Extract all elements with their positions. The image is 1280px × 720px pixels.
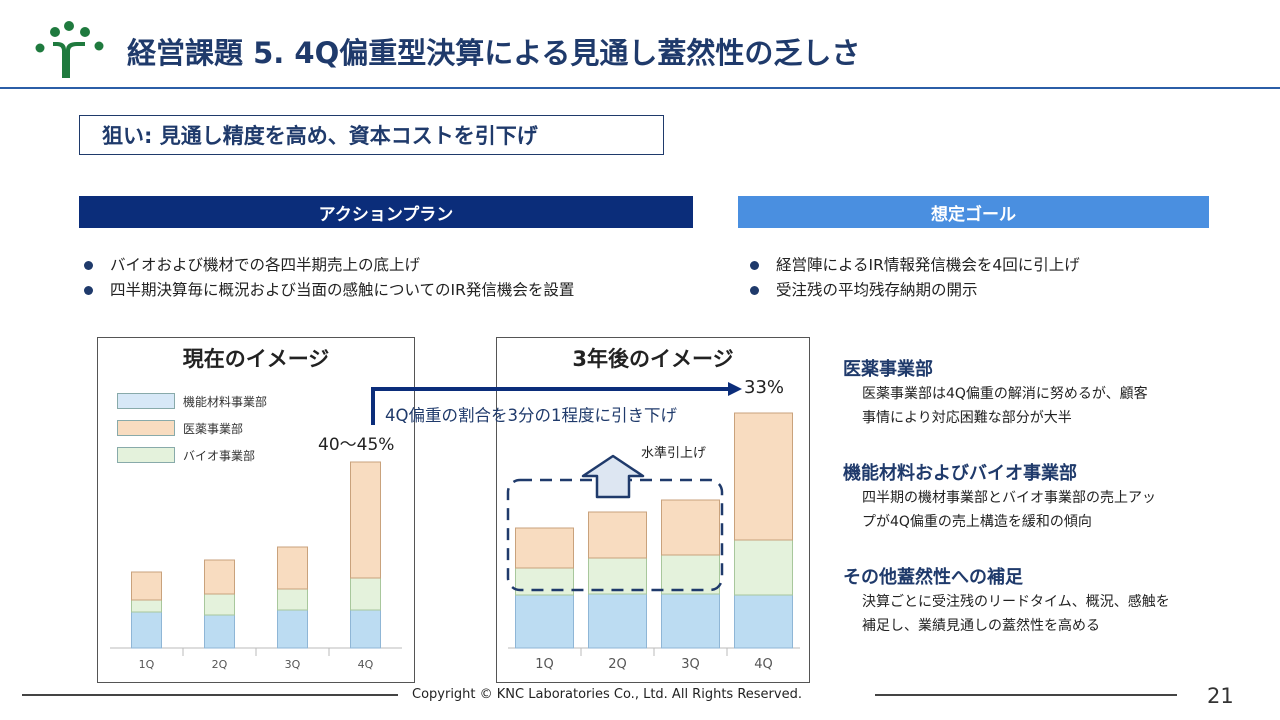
bullet-icon [84,286,93,295]
x-tick-label: 3Q [285,658,301,671]
page-title: 経営課題 5. 4Q偏重型決算による見通し蓋然性の乏しさ [127,36,861,70]
bar-segment [515,567,574,596]
bar-segment [661,593,720,649]
future-bar-chart: 1Q 2Q 3Q 4Q [508,412,800,672]
section-heading-materials-bio: 機能材料およびバイオ事業部 [843,463,1077,484]
future-chart-title: 3年後のイメージ [572,347,734,371]
level-raise-overlay [506,454,724,592]
bar-segment [661,554,720,595]
bar-segment [734,594,793,649]
x-tick-label: 4Q [754,657,773,672]
bar-segment [734,539,793,596]
current-chart-title: 現在のイメージ [182,347,330,371]
x-tick-label: 1Q [535,657,554,672]
bar-segment [131,571,162,601]
list-item: バイオおよび機材での各四半期売上の底上げ [84,253,574,278]
page-number: 21 [1207,684,1234,708]
company-logo [35,21,104,78]
goal-list: 経営陣によるIR情報発信機会を4回に引上げ 受注残の平均残存納期の開示 [750,253,1080,303]
goal-header: 想定ゴール [738,196,1209,228]
action-plan-header: アクションプラン [79,196,693,228]
list-item: 四半期決算毎に概況および当面の感触についてのIR発信機会を設置 [84,278,574,303]
bar-segment [588,557,647,595]
bar-segment [277,588,308,611]
bullet-icon [750,261,759,270]
current-4q-annotation: 40〜45% [318,435,395,455]
bar-segment [277,546,308,590]
section-text-materials-bio: 四半期の機材事業部とバイオ事業部の売上アッ プが4Q偏重の売上構造を緩和の傾向 [862,490,1156,530]
x-tick-label: 2Q [608,657,627,672]
section-text-pharma: 医薬事業部は4Q偏重の解消に努めるが、顧客 事情により対応困難な部分が大半 [862,386,1148,426]
future-4q-annotation: 33% [744,377,785,398]
chart-legend: 機能材料事業部 医薬事業部 バイオ事業部 [117,393,267,463]
bar-segment [515,594,574,649]
bullet-icon [750,286,759,295]
bar-segment [204,593,235,616]
bar-segment [204,614,235,649]
bar-segment [661,499,720,556]
legend-item: バイオ事業部 [117,447,267,463]
x-tick-label: 4Q [358,658,374,671]
legend-item: 医薬事業部 [117,420,267,436]
bar-segment [350,577,381,611]
bar-segment [131,599,162,613]
dashed-highlight-box [506,478,724,592]
arrow-label: 4Q偏重の割合を3分の1程度に引き下げ [385,406,677,425]
bar-segment [277,609,308,649]
x-tick-label: 2Q [212,658,228,671]
bar-segment [131,611,162,649]
bar-segment [204,559,235,595]
copyright-text: Copyright © KNC Laboratories Co., Ltd. A… [412,687,802,702]
list-item: 経営陣によるIR情報発信機会を4回に引上げ [750,253,1080,278]
bullet-icon [84,261,93,270]
legend-item: 機能材料事業部 [117,393,267,409]
footer-rule-right [875,694,1177,696]
arrow-head-icon [728,382,742,396]
connector-arrow [371,382,742,425]
bar-segment [588,593,647,649]
x-tick-label: 1Q [139,658,155,671]
up-arrow-icon [581,454,645,499]
list-item: 受注残の平均残存納期の開示 [750,278,1080,303]
action-plan-list: バイオおよび機材での各四半期売上の底上げ 四半期決算毎に概況および当面の感触につ… [84,253,574,303]
section-heading-other: その他蓋然性への補足 [843,567,1023,588]
footer-rule-left [22,694,398,696]
bar-segment [588,511,647,559]
bar-segment [350,609,381,649]
section-text-other: 決算ごとに受注残のリードタイム、概況、感触を 補足し、業績見通しの蓋然性を高める [862,594,1170,634]
bar-segment [734,412,793,541]
section-heading-pharma: 医薬事業部 [843,359,933,380]
current-bar-chart: 1Q 2Q 3Q 4Q [110,461,402,671]
x-tick-label: 3Q [681,657,700,672]
bar-segment [515,527,574,569]
aim-box: 狙い: 見通し精度を高め、資本コストを引下げ [79,115,664,155]
title-divider [0,87,1280,89]
bar-segment [350,461,381,579]
level-raise-label: 水準引上げ [641,446,707,461]
